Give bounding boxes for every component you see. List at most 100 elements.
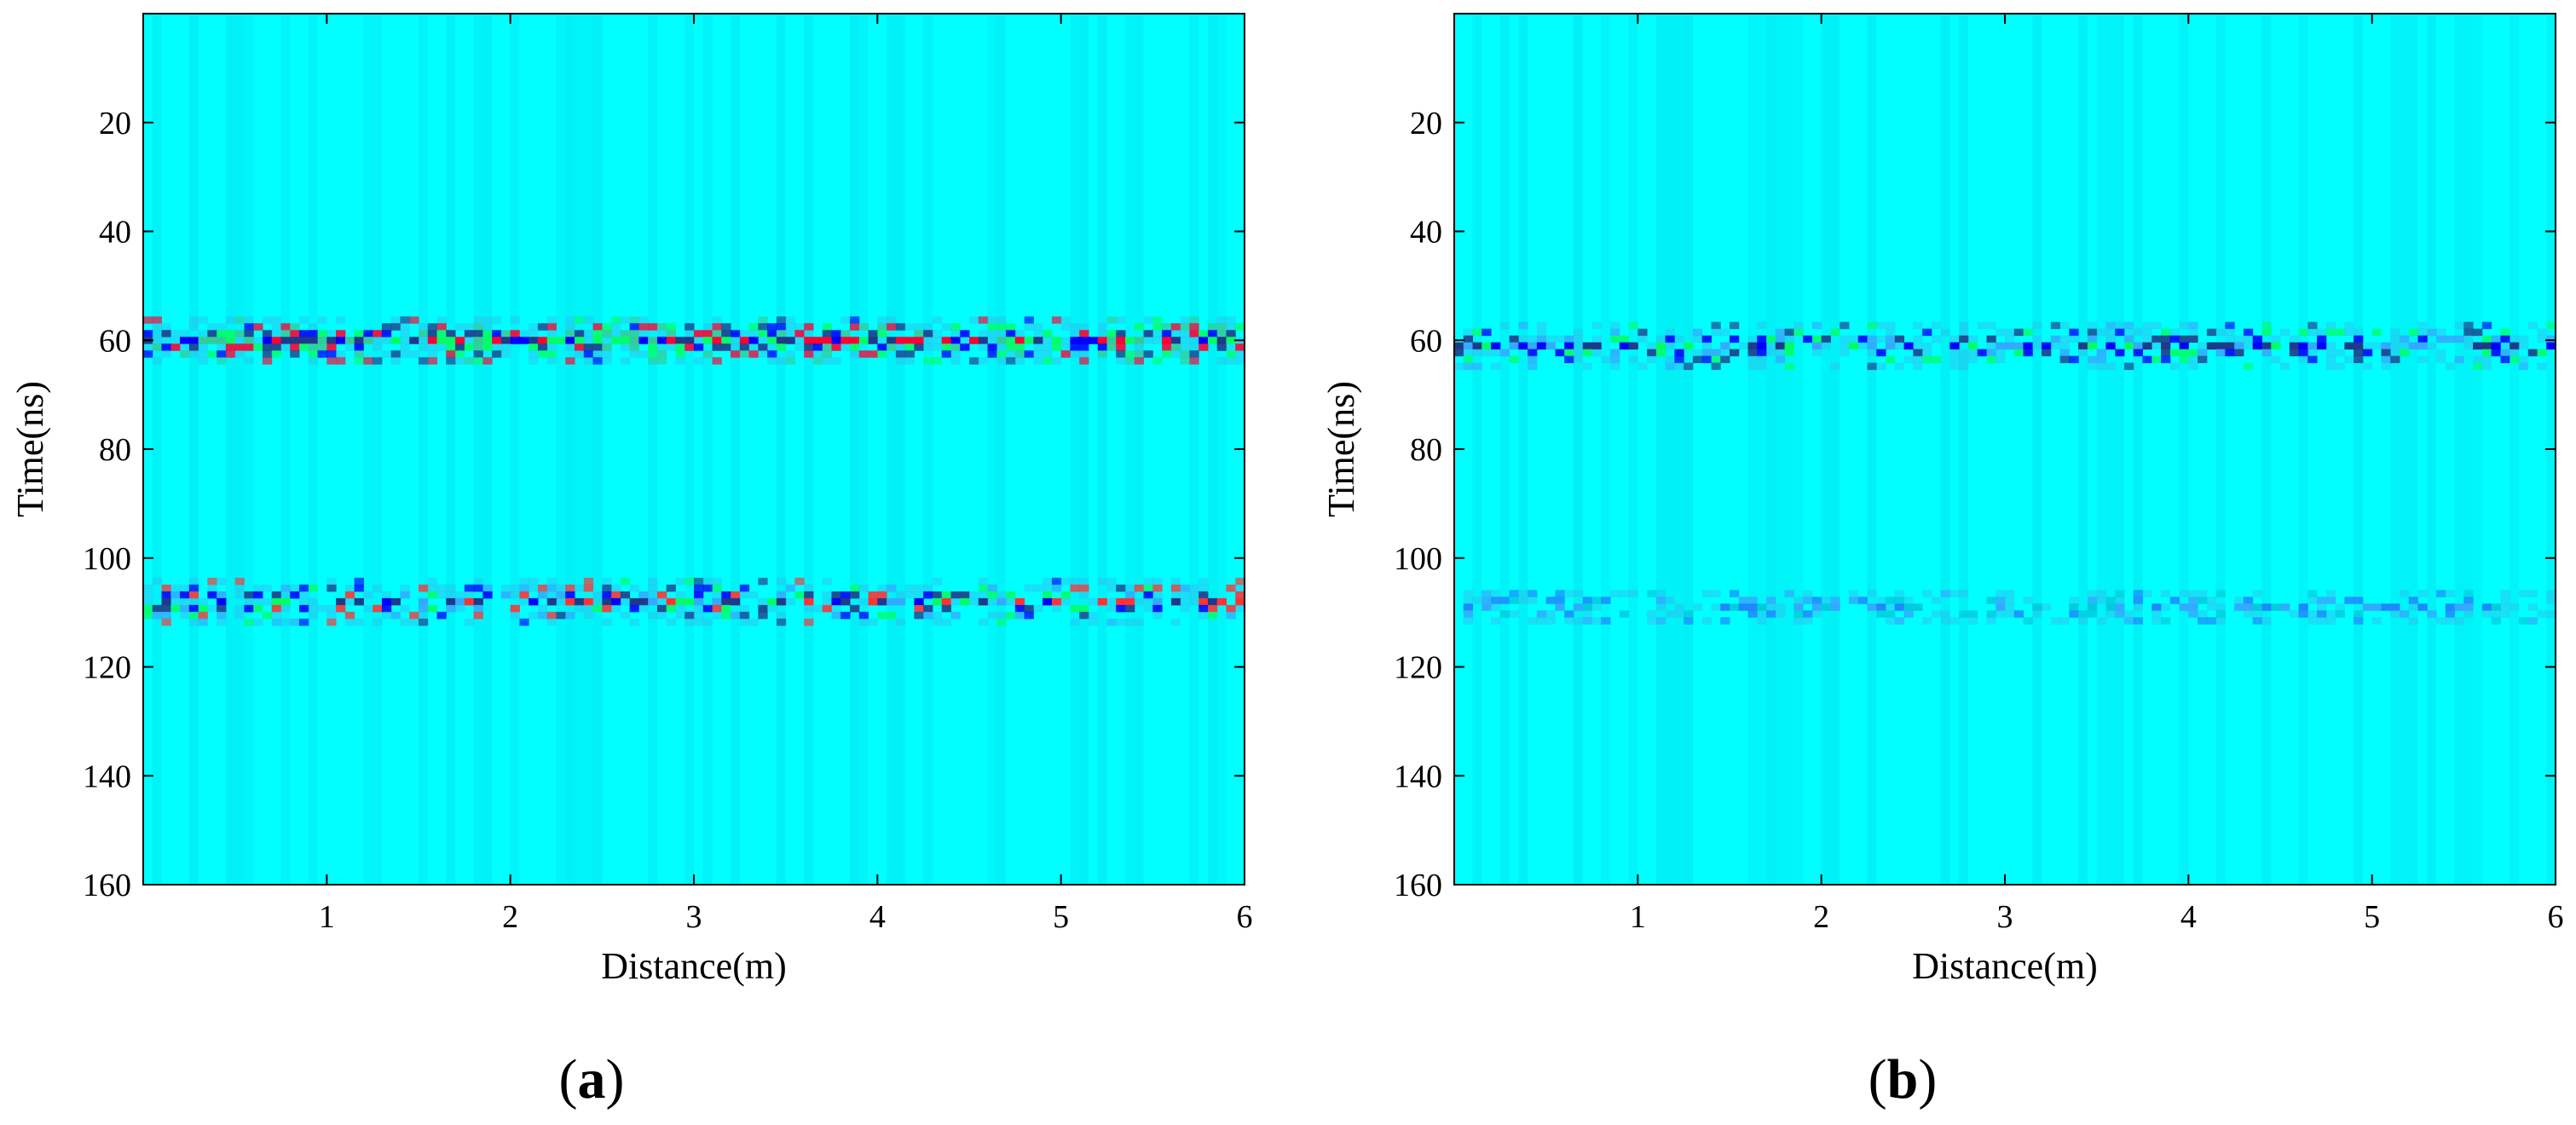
heatmap-trace [188,14,199,885]
heatmap-trace [1684,14,1693,885]
band-cell [510,316,520,324]
band-cell [712,584,722,592]
band-cell [390,357,401,365]
band-cell [2188,590,2198,597]
band-cell [1601,355,1611,364]
band-cell [1216,323,1227,331]
band-cell [464,343,475,351]
band-cell [1784,335,1794,343]
band-cell [1509,597,1519,604]
band-cell [217,611,227,620]
band-cell [2510,349,2520,357]
band-cell [1051,604,1062,613]
band-cell [895,618,906,626]
band-cell [2179,590,2189,597]
band-cell [290,584,300,592]
band-cell [611,604,621,613]
band-cell [812,343,823,351]
band-cell [1913,342,1923,350]
band-cell [2344,355,2354,364]
band-cell [656,357,667,365]
band-cell [2298,355,2308,364]
band-cell [932,611,943,620]
band-cell [1536,335,1547,343]
band-cell [482,316,493,324]
band-cell [198,337,208,344]
band-cell [234,604,245,613]
band-cell [354,350,364,358]
band-cell [1811,349,1822,357]
band-cell [1886,617,1896,625]
band-cell [565,357,575,365]
band-cell [1840,342,1850,350]
band-cell [1088,611,1099,620]
band-cell [500,343,511,351]
band-cell [675,597,685,606]
band-cell [2032,335,2042,343]
band-cell [1536,610,1547,618]
band-cell [446,343,456,351]
band-cell [1060,350,1071,358]
band-cell [271,330,281,338]
band-cell [2481,603,2492,611]
band-cell [217,330,227,338]
band-cell [887,584,897,592]
band-cell [2087,590,2098,597]
band-cell [188,618,199,626]
band-cell [1610,362,1620,371]
band-cell [336,330,346,338]
band-cell [244,591,254,599]
band-cell [583,316,594,324]
band-cell [2032,610,2042,618]
band-cell [381,350,392,358]
band-cell [1674,349,1684,357]
band-cell [840,591,851,599]
heatmap-trace [858,14,869,885]
band-cell [1747,335,1758,343]
heatmap-trace [887,14,896,885]
band-cell [354,618,364,626]
band-cell [2123,362,2134,371]
band-cell [2527,590,2538,597]
band-cell [1216,337,1227,344]
band-cell [1528,362,1538,371]
band-cell [638,330,649,338]
band-cell [2069,335,2079,343]
band-cell [537,591,548,599]
band-cell [1134,337,1145,344]
band-cell [2188,321,2198,330]
heatmap-trace [731,14,740,885]
band-cell [2151,603,2162,611]
y-tick-label: 120 [1394,650,1442,686]
band-cell [2069,603,2079,611]
band-cell [2215,590,2226,597]
heatmap-trace [1940,14,1950,885]
band-cell [2271,603,2281,611]
band-cell [290,618,300,626]
band-cell [373,604,383,613]
band-cell [694,337,704,344]
band-cell [436,323,447,331]
band-cell [2325,362,2336,371]
band-cell [180,591,190,599]
band-cell [804,597,814,606]
heatmap-trace [1784,14,1794,885]
band-cell [1747,355,1758,364]
band-cell [1582,603,1592,611]
band-cell [2298,610,2308,618]
band-cell [1454,349,1464,357]
band-cell [2013,342,2024,350]
band-cell [2500,597,2510,604]
band-cell [1940,610,1950,618]
band-cell [1454,342,1464,350]
band-cell [950,343,961,351]
band-cell [2087,610,2098,618]
band-cell [629,597,639,606]
band-cell [354,597,364,606]
band-cell [2381,362,2391,371]
band-cell [914,611,924,620]
band-cell [1784,342,1794,350]
band-cell [2142,342,2152,350]
band-cell [198,350,208,358]
band-cell [1784,362,1794,371]
